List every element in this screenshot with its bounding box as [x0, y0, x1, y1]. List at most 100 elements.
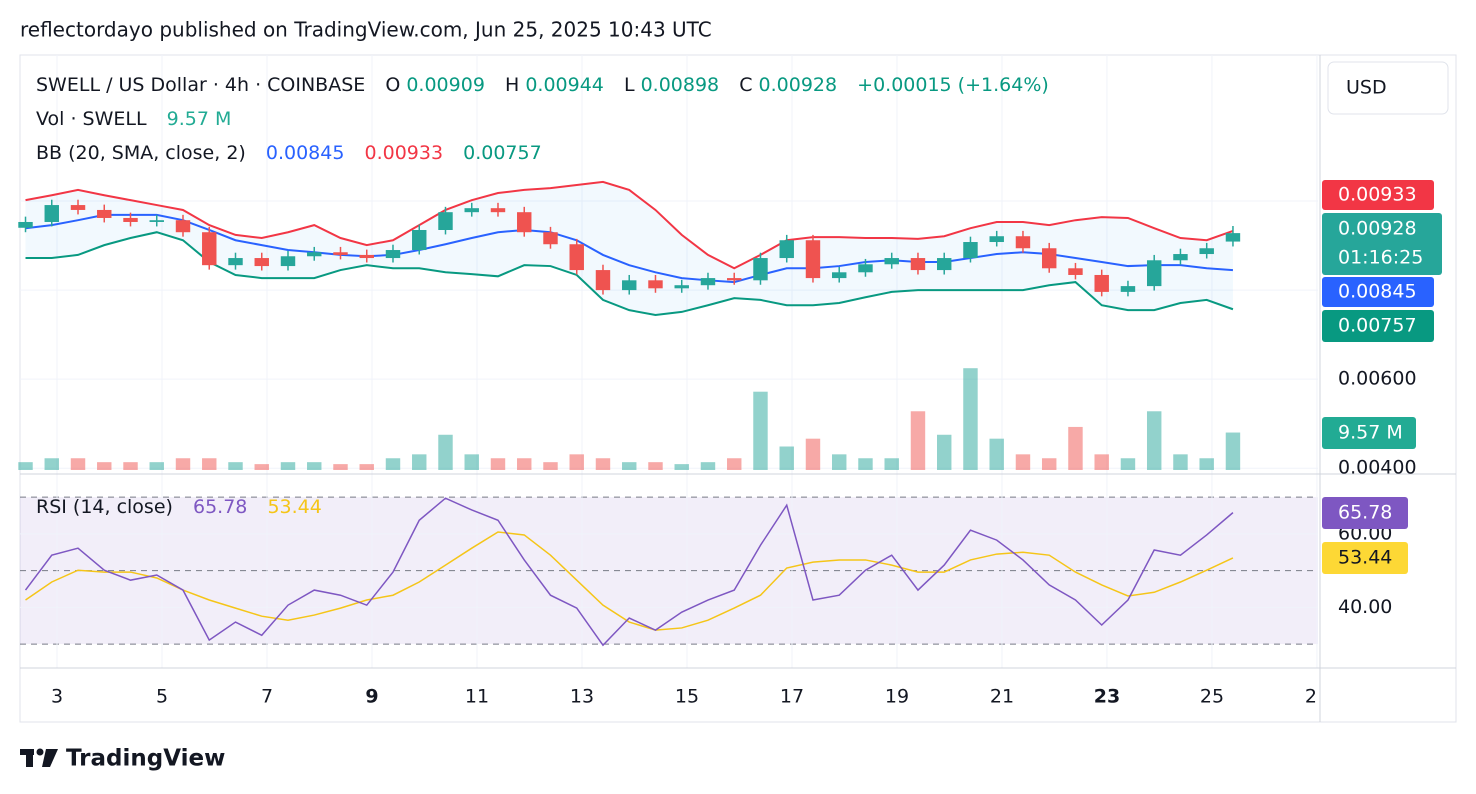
bb-label: BB (20, SMA, close, 2) [36, 142, 246, 164]
rsi-label: RSI (14, close) [36, 496, 173, 518]
volume-bar [490, 458, 506, 470]
tag-bb-basis-text: 0.00845 [1338, 281, 1417, 303]
y-tick-label: 0.00600 [1338, 368, 1417, 390]
candle-body [149, 220, 164, 222]
candle-body [175, 220, 191, 233]
candle-body [1094, 274, 1109, 292]
candle-body [202, 232, 217, 266]
change-value: +0.00015 (+1.64%) [857, 74, 1049, 96]
candle-body [385, 250, 401, 259]
volume-bar [1068, 426, 1083, 470]
volume-bar [18, 462, 33, 470]
tag-last-text: 0.00928 [1338, 218, 1417, 240]
close-value: 0.00928 [759, 74, 838, 96]
tag-rsi-ma [1322, 542, 1408, 574]
rsi-ma-value: 53.44 [267, 496, 321, 518]
candle-body [254, 258, 269, 267]
volume-bar [1173, 454, 1188, 470]
volume-bar [517, 458, 532, 470]
candle-body [1199, 248, 1214, 255]
tag-bb-lower-text: 0.00757 [1338, 315, 1417, 337]
volume-bar [622, 462, 637, 470]
volume-bar [359, 464, 374, 470]
candle-body [517, 212, 532, 233]
candle-body [438, 212, 453, 230]
candle-body [1146, 260, 1162, 287]
x-tick-label: 19 [885, 686, 909, 708]
volume-bar [595, 458, 611, 470]
bb-lower-value: 0.00757 [463, 142, 542, 164]
candle-body [412, 229, 427, 251]
candle-body [832, 272, 847, 279]
open-value: 0.00909 [406, 74, 485, 96]
logo-slash [42, 749, 58, 767]
candle-body [359, 254, 374, 259]
chart-frame [19, 54, 1457, 723]
candle-body [44, 205, 59, 222]
footer-brand: TradingView [66, 746, 225, 772]
low-label: L [624, 74, 635, 96]
volume-bar [1094, 454, 1109, 470]
currency-box[interactable] [1327, 61, 1449, 115]
volume-bar [70, 458, 86, 470]
time-axis: 3 5 7 9 11 13 15 17 19 21 23 25 27 [51, 686, 1329, 708]
x-tick-label: 7 [261, 686, 273, 708]
x-tick-label: 21 [990, 686, 1014, 708]
volume-bar [569, 454, 584, 470]
candle-body [1120, 286, 1136, 292]
bb-basis-line [25, 213, 1234, 284]
candle-body [963, 242, 978, 259]
x-tick-label: 15 [675, 686, 699, 708]
bb-lower-line [25, 231, 1234, 317]
volume-bar [385, 458, 401, 470]
volume-bar [123, 462, 138, 470]
legend-ohlc: SWELL / US Dollar · 4h · COINBASE O 0.00… [36, 74, 1049, 96]
currency-button[interactable]: USD [1327, 61, 1449, 115]
plot-layer [18, 180, 1241, 647]
x-tick-label: 27 [1305, 686, 1329, 708]
rsi-value: 65.78 [193, 496, 247, 518]
volume-bar [149, 462, 164, 470]
candle-body [805, 240, 821, 279]
bb-upper-line [25, 180, 1234, 270]
volume-bar [438, 434, 453, 470]
volume-bar [648, 462, 663, 470]
tag-last [1322, 213, 1442, 275]
volume-bar [412, 454, 427, 470]
volume-bar [884, 458, 899, 470]
volume-value: 9.57 M [167, 108, 232, 130]
candle-body [490, 208, 506, 213]
x-tick-label: 11 [465, 686, 489, 708]
volume-bar [963, 368, 978, 470]
candle-body [1068, 268, 1083, 275]
volume-bar [333, 464, 348, 470]
volume-bar [307, 462, 322, 470]
y-tick-label: 0.00400 [1338, 457, 1417, 479]
candle-body [18, 221, 33, 228]
candle-body [1173, 254, 1188, 261]
candle-body [936, 258, 952, 271]
volume-bar [753, 391, 768, 470]
price-tags: 0.00933 0.00928 01:16:25 0.00845 0.00757… [1322, 180, 1442, 574]
volume-bar [44, 458, 59, 470]
tag-bb-upper-text: 0.00933 [1338, 184, 1417, 206]
x-tick-label: 25 [1200, 686, 1224, 708]
volume-bar [543, 462, 558, 470]
x-tick-label: 9 [365, 686, 378, 708]
volume-bar [779, 446, 794, 470]
candle-body [333, 252, 348, 255]
candle-body [1041, 248, 1057, 269]
candle-body [307, 252, 322, 257]
bb-upper-value: 0.00933 [365, 142, 444, 164]
volume-bar [936, 434, 952, 470]
currency-label[interactable]: USD [1346, 77, 1387, 99]
tag-volume [1322, 417, 1416, 449]
volume-bar [1225, 432, 1241, 470]
bb-basis-value: 0.00845 [266, 142, 345, 164]
volume-bar [700, 462, 716, 470]
volume-label: Vol · SWELL [36, 108, 147, 130]
tag-bb-basis [1322, 277, 1434, 307]
open-label: O [385, 74, 400, 96]
volume-bar [1041, 458, 1057, 470]
